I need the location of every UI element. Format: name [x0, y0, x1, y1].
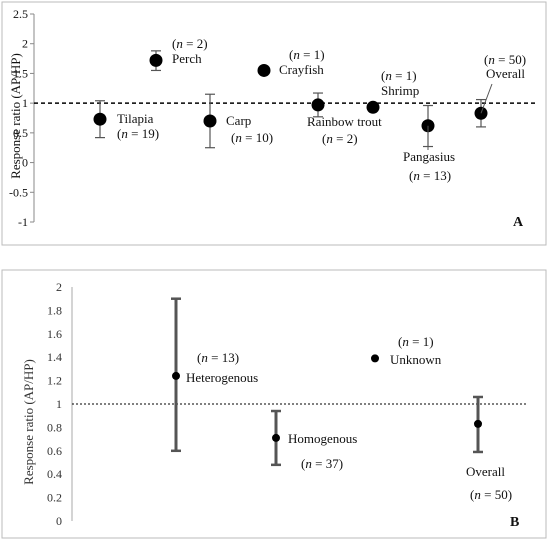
panel-a-frame	[1, 1, 547, 246]
data-point-homogenous	[272, 433, 280, 442]
data-point-shrimp	[366, 100, 380, 114]
point-label: Heterogenous	[186, 370, 258, 385]
y-tick-label: 0	[56, 514, 62, 528]
point-n-label: (n = 13)	[409, 168, 451, 183]
point-label: Rainbow trout	[307, 114, 382, 129]
point-n-label: (n = 50)	[470, 487, 512, 502]
y-tick-label: 2.5	[13, 7, 28, 21]
point-n-label: (n = 37)	[301, 456, 343, 471]
point-n-label: (n = 2)	[172, 36, 208, 51]
data-point-crayfish	[257, 63, 271, 77]
point-label: Perch	[172, 51, 202, 66]
panel-a: -1 -0.5 0 0.5 1 1.5 2 2.5 Response ratio (AP/HP)…	[1, 1, 547, 246]
y-tick-label: 1	[56, 397, 62, 411]
overall-leader-line	[480, 83, 493, 114]
y-tick-label: -0.5	[9, 185, 28, 199]
y-tick-label: 0.2	[47, 491, 62, 505]
y-tick-label: 0.4	[47, 467, 62, 481]
point-label: Homogenous	[288, 431, 357, 446]
y-tick-label: 1	[22, 96, 28, 110]
y-tick-label: 0.8	[47, 420, 62, 434]
y-tick-label: 0.6	[47, 444, 62, 458]
y-axis-title: Response ratio (AP/HP)	[21, 359, 36, 485]
y-tick-label: 2	[22, 37, 28, 51]
point-label: Overall	[466, 464, 505, 479]
y-tick-label: 1.4	[47, 350, 62, 364]
point-label: Tilapia	[117, 111, 154, 126]
y-tick-label: 1.5	[13, 66, 28, 80]
panel-label: B	[510, 515, 519, 530]
panel-label: A	[513, 215, 524, 230]
point-n-label: (n = 1)	[381, 68, 417, 83]
point-n-label: (n = 10)	[231, 130, 273, 145]
point-label: Overall	[486, 66, 525, 81]
point-label: Crayfish	[279, 62, 324, 77]
point-n-label: (n = 19)	[117, 126, 159, 141]
point-n-label: (n = 1)	[398, 334, 434, 349]
point-label: Pangasius	[403, 149, 455, 164]
y-tick-label: 0	[22, 156, 28, 170]
y-tick-label: 1.2	[47, 374, 62, 388]
point-n-label: (n = 2)	[322, 131, 358, 146]
point-n-label: (n = 50)	[484, 52, 526, 67]
data-point-perch	[149, 53, 163, 67]
point-n-label: (n = 13)	[197, 350, 239, 365]
data-point-tilapia	[93, 112, 107, 126]
data-point-rainbow-trout	[311, 98, 325, 112]
point-label: Unknown	[390, 352, 442, 367]
data-point-pangasius	[421, 119, 435, 133]
data-point-carp	[203, 114, 217, 128]
data-point-unknown	[371, 354, 379, 363]
point-label: Carp	[226, 113, 251, 128]
data-point-overall	[474, 419, 482, 428]
data-point-heterogenous	[172, 371, 180, 380]
y-tick-label: 2	[56, 280, 62, 294]
y-tick-label: 1.6	[47, 327, 62, 341]
y-tick-label: 0.5	[13, 126, 28, 140]
point-label: Shrimp	[381, 83, 419, 98]
y-tick-label: 1.8	[47, 303, 62, 317]
panel-b: 0 0.2 0.4 0.6 0.8 1 1.2 1.4 1.6 1.8 2 Response rati…	[1, 269, 547, 539]
y-tick-label: -1	[18, 215, 28, 229]
point-n-label: (n = 1)	[289, 47, 325, 62]
y-axis-title: Response ratio (AP/HP)	[8, 53, 23, 179]
